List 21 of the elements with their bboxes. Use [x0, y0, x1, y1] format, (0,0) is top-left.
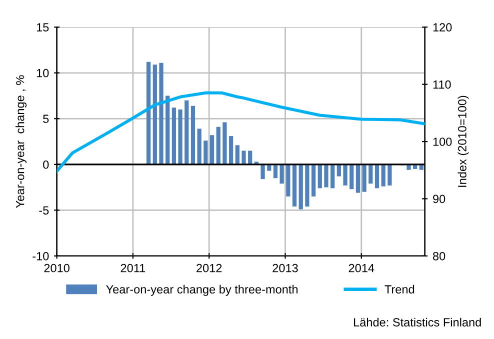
legend-label: Trend	[384, 284, 414, 294]
y2-tick-label: 100	[433, 138, 452, 146]
y2-tick-label: 110	[433, 80, 451, 89]
y-tick-label: -5	[39, 206, 49, 215]
x-tick-label: 2012	[196, 264, 222, 272]
y2-tick-label: 90	[433, 194, 446, 204]
y-axis-title: Year-on-year change , %	[16, 75, 27, 208]
text: Lähde: Statistics Finland	[354, 318, 481, 326]
y-tick-label: 10	[36, 68, 49, 78]
y2-axis-title: Index (2010=100)	[458, 96, 469, 187]
y-tick-label: -10	[32, 252, 49, 260]
x-tick-label: 2010	[44, 264, 70, 272]
x-tick-label: 2014	[348, 264, 374, 272]
x-tick-label: 2011	[120, 264, 146, 272]
y2-tick-label: 80	[432, 252, 446, 260]
y2-tick-label: 120	[433, 23, 452, 32]
y-tick-label: 15	[36, 23, 49, 32]
legend-label: Year-on-year change by three-month	[106, 284, 298, 296]
y-tick-label: 5	[43, 114, 49, 124]
y-tick-label: 0	[43, 160, 49, 169]
x-tick-label: 2013	[272, 264, 298, 272]
